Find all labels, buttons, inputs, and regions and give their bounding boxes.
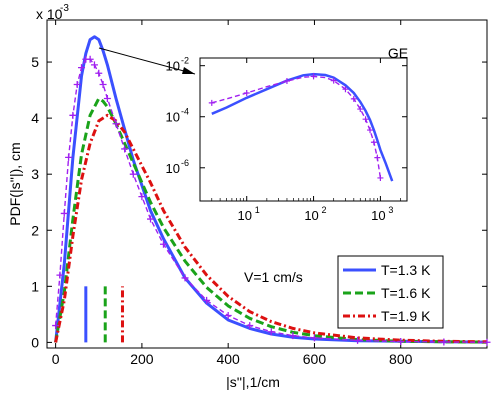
ge-point-marker (147, 215, 155, 223)
ge-point-marker (310, 334, 318, 342)
legend: T=1.3 K T=1.6 K T=1.9 K (337, 255, 444, 329)
inset-x-tick-label: 10 (371, 208, 385, 223)
inset-ge-point-marker (374, 154, 381, 161)
y-tick-label: 3 (31, 166, 39, 182)
ge-point-marker (181, 274, 189, 282)
main-series-group (52, 35, 491, 346)
inset-ge-point-marker (350, 95, 357, 102)
velocity-annotation: V=1 cm/s (244, 269, 303, 285)
inset-y-tick-exponent: -6 (181, 158, 189, 168)
inset-ge-point-marker (243, 90, 250, 97)
x-tick-label: 400 (216, 351, 240, 367)
x-axis-label: |s''|,1/cm (226, 374, 280, 390)
inset-x-tick-exponent: 1 (255, 205, 260, 215)
ge-point-marker (121, 145, 129, 153)
y-axis-label: PDF(|s''|), cm (7, 142, 23, 225)
inset-y-tick-exponent: -4 (181, 107, 189, 117)
inset-y-tick-label: 10 (166, 161, 180, 176)
inset-ge-point-marker (208, 99, 215, 106)
ge-point-marker (112, 120, 120, 128)
ge-point-marker (440, 338, 448, 346)
inset-x-tick-exponent: 2 (322, 205, 327, 215)
inset-series-group (208, 72, 394, 182)
ge-point-marker (56, 271, 64, 279)
inset-ge-point-marker (370, 139, 377, 146)
y-tick-label: 2 (31, 222, 39, 238)
inset-ge-point-marker (377, 174, 384, 181)
inset-y-tick-exponent: -2 (181, 56, 189, 66)
inset-ge-point-marker (330, 77, 337, 84)
ge-point-marker (289, 332, 297, 340)
threshold-markers (84, 286, 124, 343)
y-exponent-label: x 10 (36, 6, 63, 22)
ge-point-marker (60, 209, 68, 217)
x-tick-label: 800 (389, 351, 413, 367)
ge-point-marker (203, 296, 211, 304)
y-tick-label: 1 (31, 278, 39, 294)
legend-label: T=1.3 K (381, 262, 431, 278)
inset-series-line-t-1-3-k (211, 72, 394, 182)
inset-axis-ticks: 10 1 10 2 10 310 -210 -410 -6 (166, 56, 407, 223)
ge-point-marker (103, 94, 111, 102)
ge-point-marker (90, 61, 98, 69)
ge-point-marker (95, 69, 103, 77)
inset-x-tick-exponent: 3 (388, 205, 393, 215)
legend-entries: T=1.3 K T=1.6 K T=1.9 K (343, 262, 431, 324)
ge-point-marker (224, 311, 232, 319)
ge-point-marker (52, 322, 60, 330)
legend-label: T=1.6 K (381, 285, 431, 301)
ge-point-marker (354, 336, 362, 344)
ge-point-marker (99, 80, 107, 88)
inset-title: GE (388, 45, 408, 61)
ge-point-marker (129, 170, 137, 178)
ge-point-marker (397, 338, 405, 346)
ge-point-marker (69, 111, 77, 119)
inset-plot-area (199, 57, 408, 202)
ge-point-marker (138, 193, 146, 201)
y-exponent-power: -3 (60, 3, 69, 14)
ge-point-marker (65, 153, 73, 161)
inset-ge-point-marker (342, 86, 349, 93)
ge-point-marker (78, 64, 86, 72)
ge-point-marker (73, 80, 81, 88)
inset-y-tick-label: 10 (166, 59, 180, 74)
x-tick-label: 0 (52, 351, 60, 367)
y-tick-label: 5 (31, 54, 39, 70)
inset-y-tick-label: 10 (166, 110, 180, 125)
inset-ge-point-marker (357, 106, 364, 113)
y-tick-label: 0 (31, 334, 39, 350)
series-line-ge (54, 58, 488, 343)
ge-point-marker (86, 55, 94, 63)
series-line-t-1-3-k (54, 35, 488, 344)
inset-pointer-arrowhead (182, 67, 195, 74)
ge-point-marker (483, 338, 491, 346)
inset-pointer-arrow (98, 47, 196, 75)
x-tick-label: 200 (130, 351, 154, 367)
y-tick-label: 4 (31, 110, 39, 126)
inset-ge-point-marker (283, 78, 290, 85)
inset-x-tick-label: 10 (237, 208, 251, 223)
inset-series-line-ge (211, 75, 382, 179)
series-line-t-1-9-k (54, 113, 488, 344)
inset-ge-point-marker (310, 73, 317, 80)
legend-label: T=1.9 K (381, 308, 431, 324)
inset-ge-point-marker (362, 116, 369, 123)
ge-point-marker (267, 328, 275, 336)
ge-point-marker (246, 322, 254, 330)
ge-point-marker (159, 240, 167, 248)
inset-x-tick-label: 10 (304, 208, 318, 223)
inset-ge-point-marker (367, 127, 374, 134)
x-tick-label: 600 (303, 351, 327, 367)
